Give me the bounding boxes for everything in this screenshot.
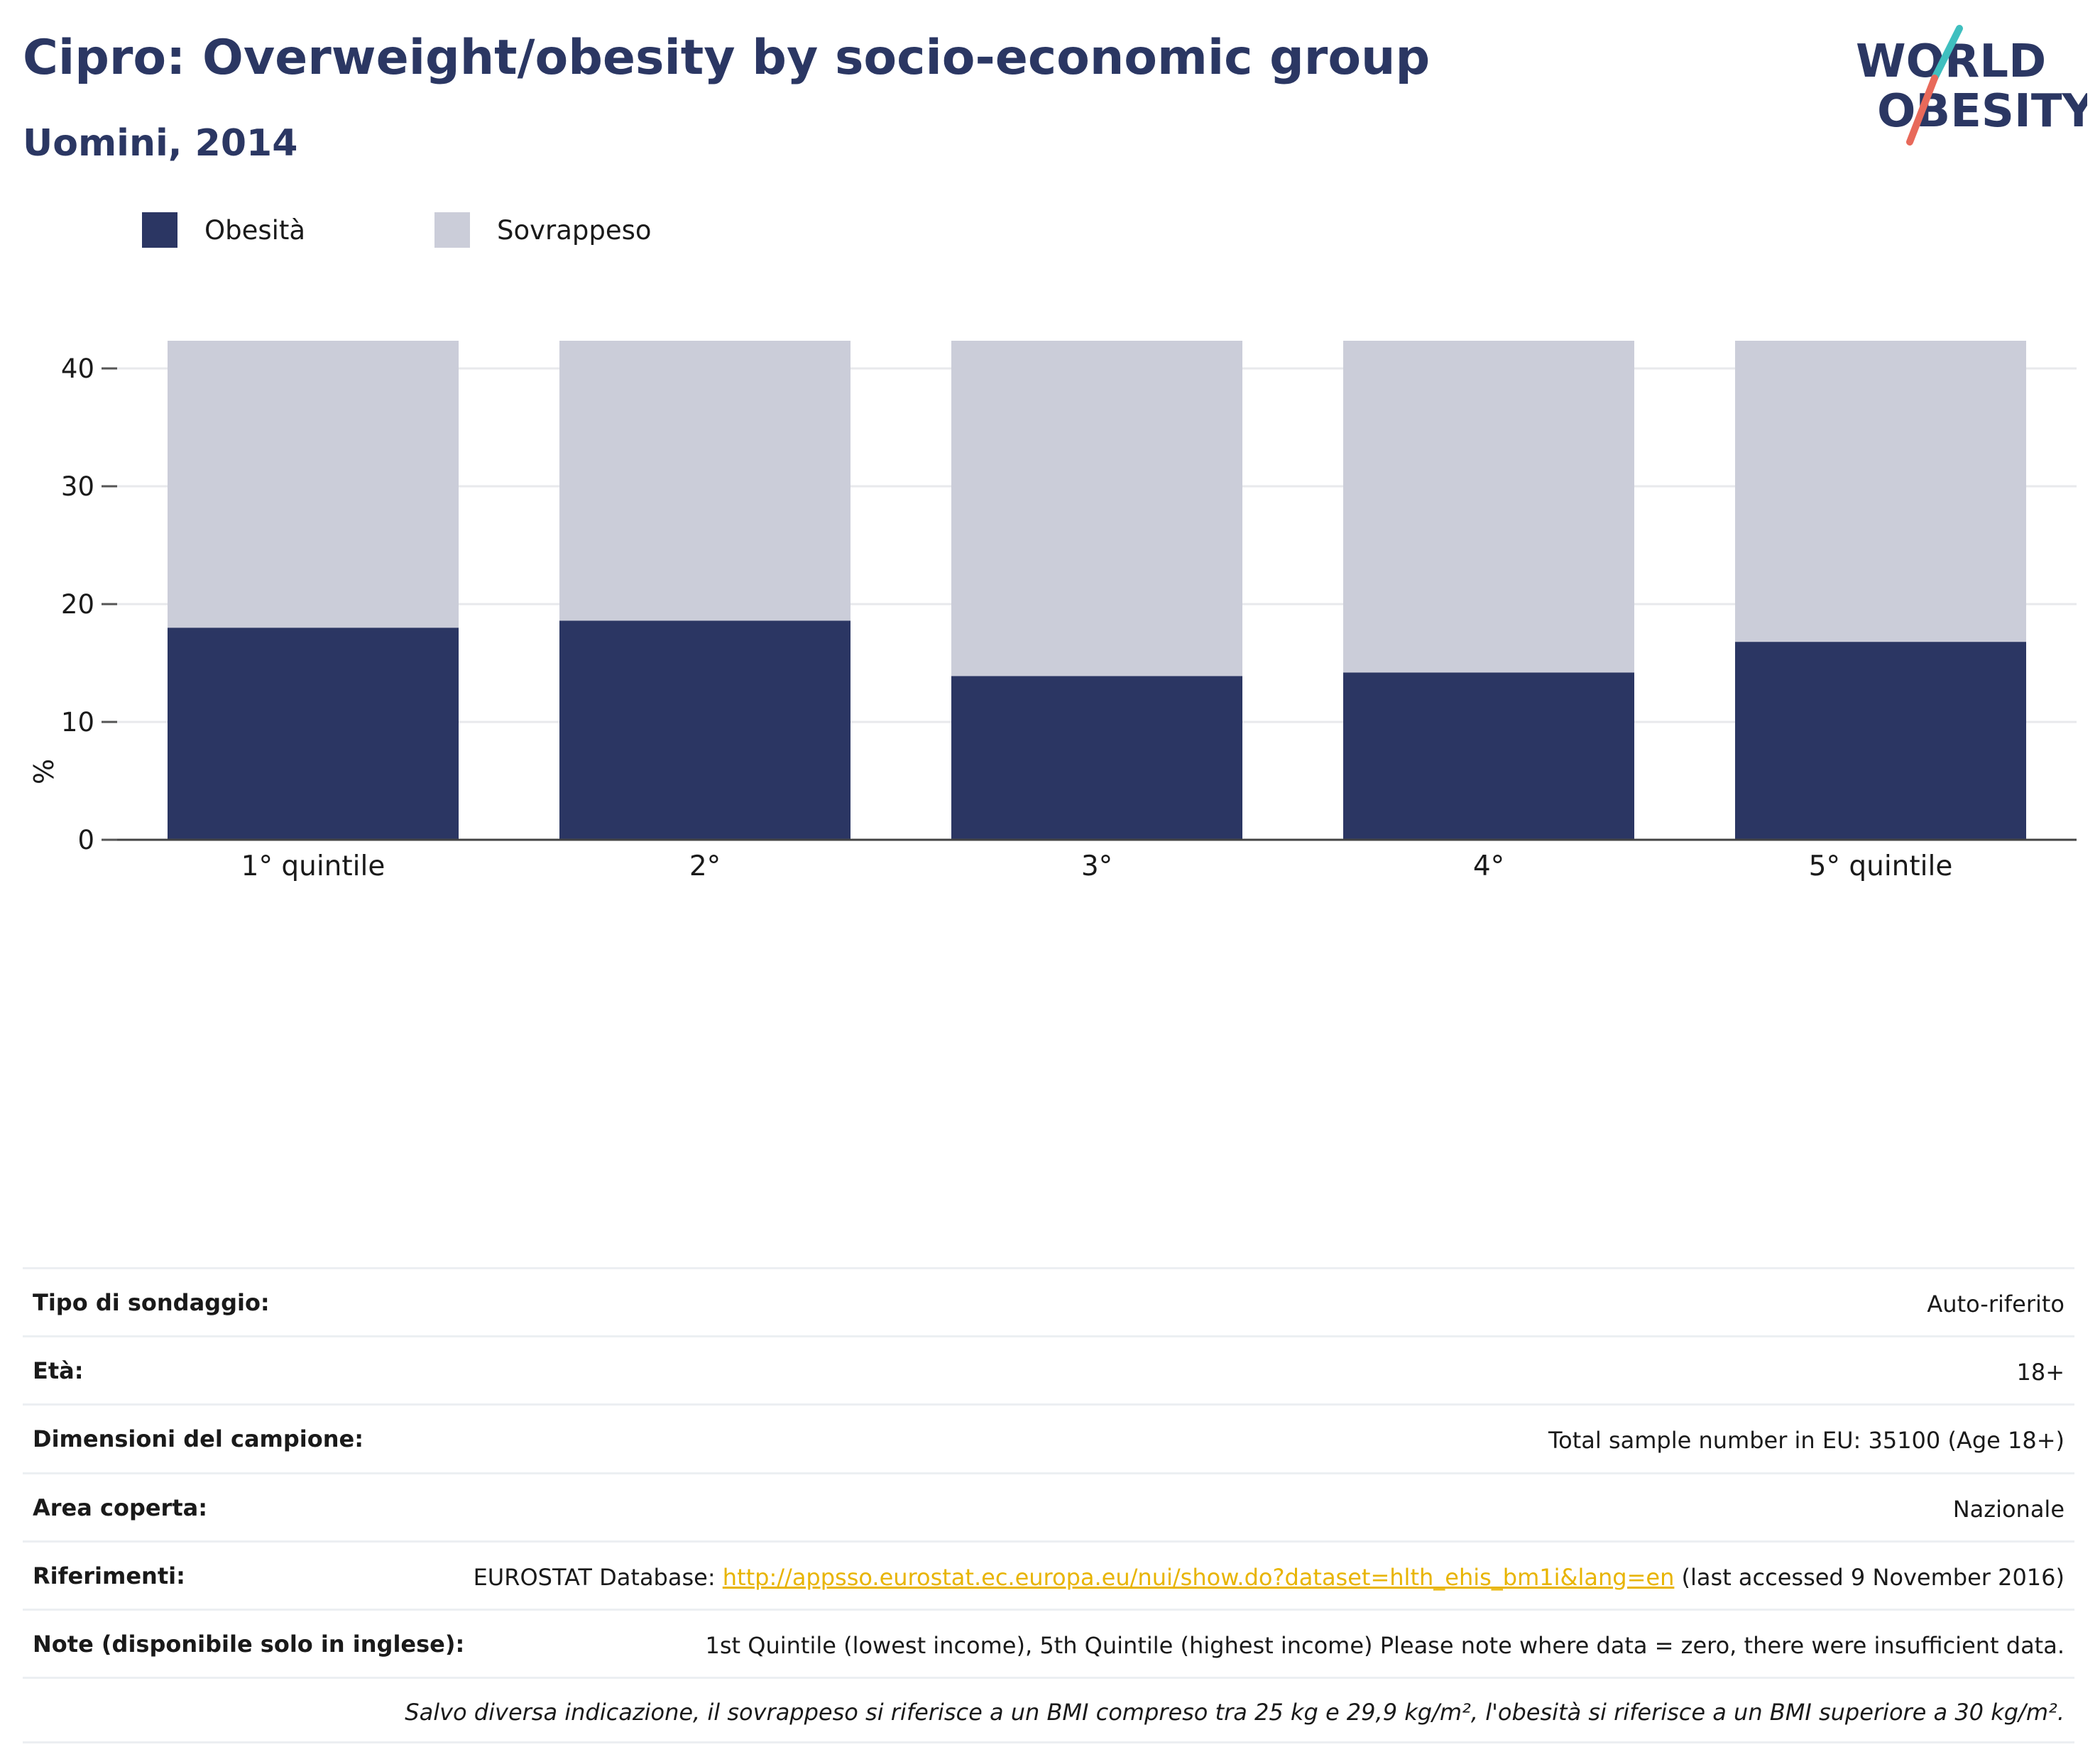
info-table: Tipo di sondaggio: Auto-riferito Età: 18+ Di… [23, 1267, 2074, 1744]
legend-item-obesity[interactable]: Obesità [142, 211, 305, 249]
y-tick-label: 40 [61, 354, 94, 384]
logo-slash-coral [1906, 75, 1938, 146]
reference-link[interactable]: http://appsso.eurostat.ec.europa.eu/nui/… [722, 1563, 1675, 1591]
y-tick-label: 30 [61, 471, 94, 502]
info-value: Total sample number in EU: 35100 (Age 18… [1548, 1427, 2065, 1455]
bar-obesity-2 [559, 620, 851, 840]
chart-subtitle: Uomini, 2014 [23, 122, 298, 165]
legend-swatch-overweight [434, 212, 470, 248]
info-row: Note (disponibile solo in inglese): 1st Q… [23, 1608, 2074, 1677]
info-value: EUROSTAT Database: http://appsso.eurosta… [228, 1562, 2065, 1593]
bar-overweight-1 [168, 341, 459, 628]
logo-line-2: OBESITY [1877, 85, 2087, 138]
x-tick-label: 5° quintile [1809, 850, 1953, 882]
info-label: Note (disponibile solo in inglese): [33, 1630, 465, 1658]
info-row: Dimensioni del campione: Total sample num… [23, 1403, 2074, 1472]
x-tick-label: 3° [1081, 850, 1112, 882]
world-obesity-logo: WORLD OBESITY [1856, 25, 2087, 146]
x-tick-label: 1° quintile [241, 850, 385, 882]
info-value: Auto-riferito [1927, 1291, 2065, 1318]
legend-label-obesity: Obesità [204, 214, 306, 246]
reference-prefix: EUROSTAT Database: [473, 1563, 723, 1591]
bar-overweight-5 [1735, 341, 2026, 642]
info-row: Area coperta: Nazionale [23, 1472, 2074, 1540]
info-row: Riferimenti: EUROSTAT Database: http://ap… [23, 1540, 2074, 1609]
info-label: Riferimenti: [33, 1562, 185, 1589]
footnote: Salvo diversa indicazione, il sovrappeso… [405, 1699, 2065, 1726]
y-tick-label: 20 [61, 589, 94, 620]
footnote-row: Salvo diversa indicazione, il sovrappeso… [23, 1677, 2074, 1744]
bar-layer [168, 341, 2026, 840]
y-axis-label: % [28, 759, 60, 784]
bar-obesity-1 [168, 628, 459, 840]
info-row: Tipo di sondaggio: Auto-riferito [23, 1267, 2074, 1335]
info-label: Età: [33, 1357, 84, 1385]
info-row: Età: 18+ [23, 1335, 2074, 1403]
info-value: 18+ [2016, 1359, 2065, 1386]
bar-overweight-4 [1343, 341, 1634, 673]
chart-title: Cipro: Overweight/obesity by socio-econo… [23, 30, 1431, 86]
bar-obesity-5 [1735, 642, 2026, 840]
info-label: Tipo di sondaggio: [33, 1289, 270, 1316]
x-tick-label: 4° [1473, 850, 1504, 882]
info-label: Area coperta: [33, 1494, 208, 1521]
info-label: Dimensioni del campione: [33, 1425, 364, 1453]
x-tick-label: 2° [689, 850, 721, 882]
info-value: Nazionale [1952, 1495, 2065, 1523]
y-tick-label: 10 [61, 707, 94, 738]
legend-label-overweight: Sovrappeso [497, 214, 652, 246]
bar-obesity-3 [951, 676, 1242, 840]
legend-item-overweight[interactable]: Sovrappeso [434, 211, 652, 249]
logo-slash-teal [1931, 25, 1963, 82]
info-value: 1st Quintile (lowest income), 5th Quinti… [705, 1631, 2065, 1659]
bar-overweight-2 [559, 341, 851, 621]
legend-swatch-obesity [142, 212, 177, 248]
reference-suffix: (last accessed 9 November 2016) [1674, 1563, 2065, 1591]
bar-overweight-3 [951, 341, 1242, 677]
y-tick-label: 0 [77, 825, 94, 855]
bar-obesity-4 [1343, 672, 1634, 840]
